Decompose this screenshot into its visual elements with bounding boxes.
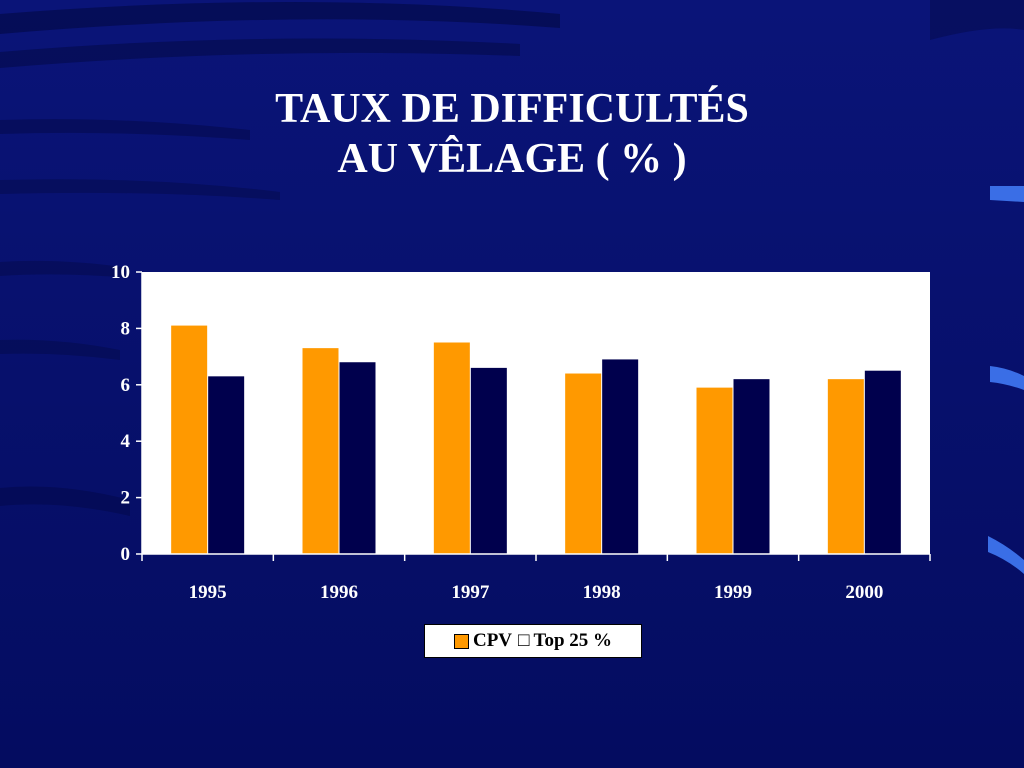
bar-cpv-2000 xyxy=(827,379,864,554)
x-tick-label: 1995 xyxy=(189,582,227,603)
legend-item-top25: □ Top 25 % xyxy=(518,630,612,652)
bar-cpv-1999 xyxy=(696,387,733,554)
y-tick-label: 8 xyxy=(121,318,131,339)
legend-item-cpv: CPV xyxy=(453,630,513,652)
bar-top25-1998 xyxy=(602,359,639,554)
x-tick-label: 1999 xyxy=(714,582,752,603)
y-tick-label: 6 xyxy=(121,375,131,396)
bar-group xyxy=(171,325,901,554)
legend-label-cpv: CPV xyxy=(472,630,513,651)
bar-top25-1995 xyxy=(208,376,245,554)
bar-top25-1996 xyxy=(339,362,376,554)
y-tick-label: 4 xyxy=(121,431,131,452)
title-line-1: TAUX DE DIFFICULTÉS xyxy=(275,86,749,132)
axes-group: 1995 1996 1997 1998 1999 2000 0 2 4 6 8 10 xyxy=(111,262,931,603)
legend-swatch-cpv xyxy=(453,633,469,649)
bar-top25-1997 xyxy=(470,367,507,554)
x-tick-label: 1996 xyxy=(320,582,358,603)
plot-area xyxy=(142,272,930,554)
y-tick-label: 2 xyxy=(121,488,131,509)
y-tick-label: 10 xyxy=(111,262,130,283)
x-tick-label: 1997 xyxy=(451,582,490,603)
bar-cpv-1995 xyxy=(171,325,208,554)
bar-cpv-1997 xyxy=(433,342,470,554)
bar-cpv-1998 xyxy=(565,373,602,554)
legend-label-top25: Top 25 % xyxy=(533,630,613,651)
bar-top25-2000 xyxy=(864,370,901,554)
bar-cpv-1996 xyxy=(302,348,339,554)
chart-legend: CPV □ Top 25 % xyxy=(424,624,642,658)
y-tick-label: 0 xyxy=(121,544,131,565)
x-tick-label: 2000 xyxy=(845,582,883,603)
slide-title: TAUX DE DIFFICULTÉS AU VÊLAGE ( % ) xyxy=(0,84,1024,184)
title-line-2: AU VÊLAGE ( % ) xyxy=(337,136,687,182)
legend-swatch-top25: □ xyxy=(518,630,530,651)
x-tick-label: 1998 xyxy=(583,582,621,603)
bar-top25-1999 xyxy=(733,379,770,554)
